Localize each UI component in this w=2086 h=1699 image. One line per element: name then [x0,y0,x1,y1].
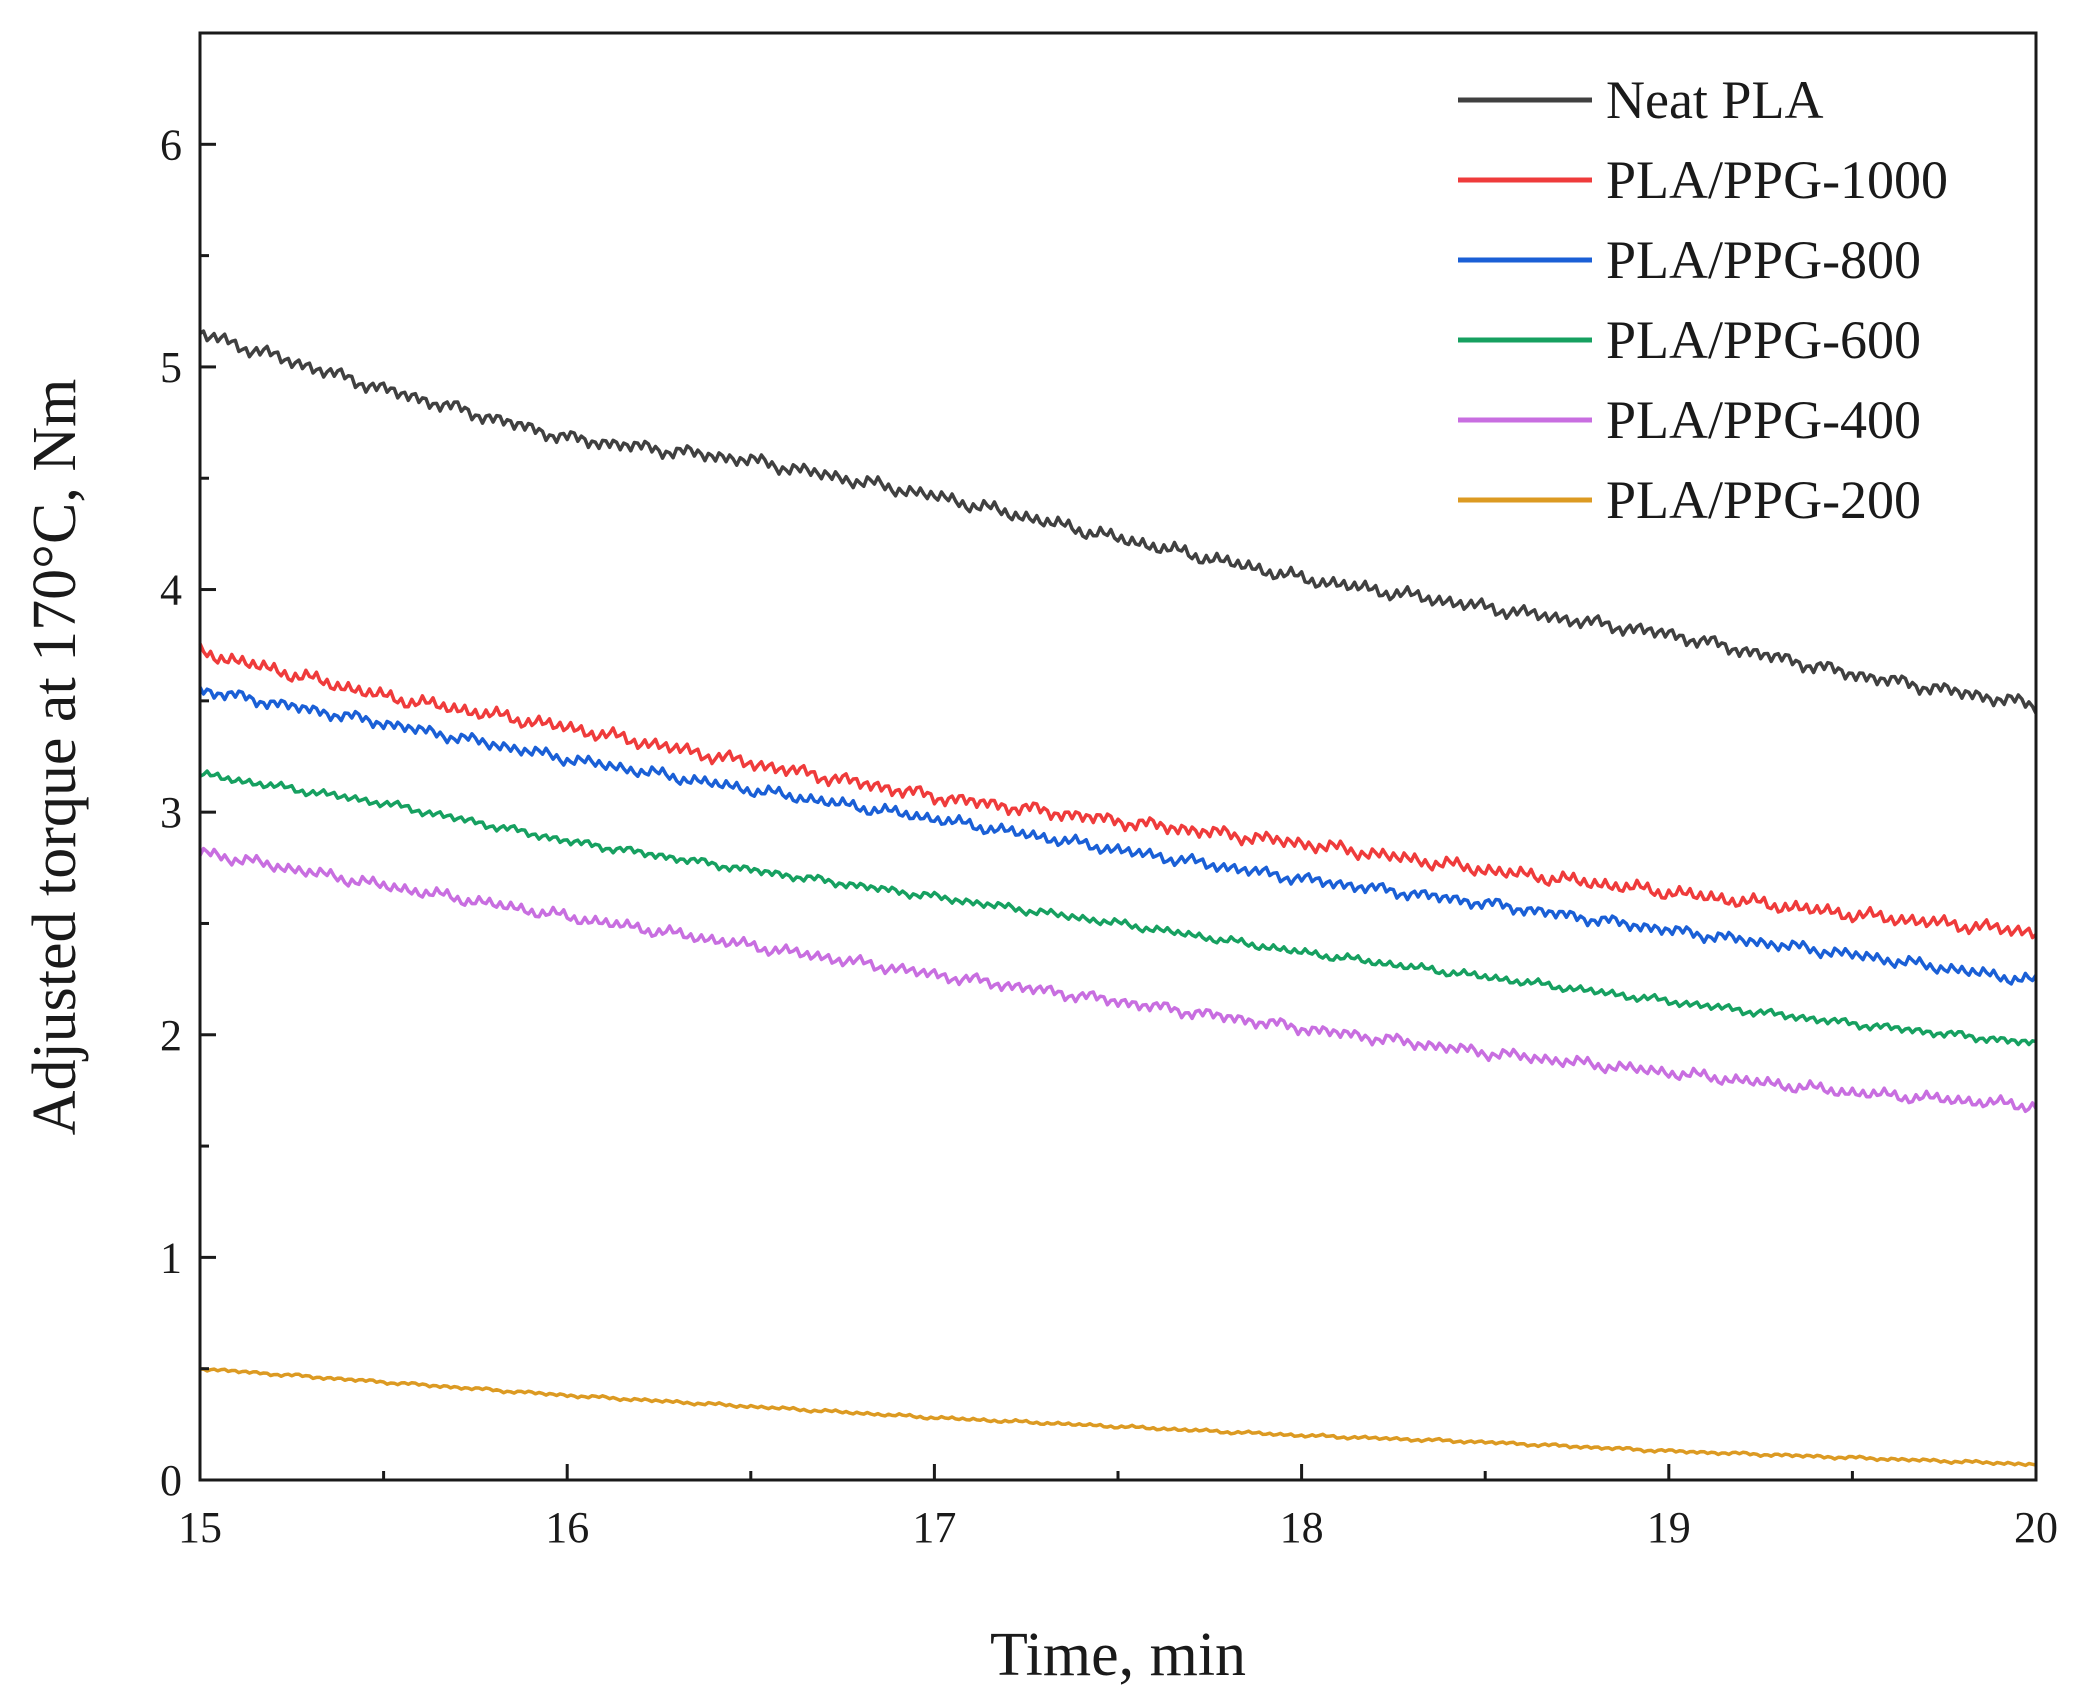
legend-label: PLA/PPG-1000 [1606,150,1948,210]
series-line-pla-ppg-200 [199,1367,2037,1468]
series-line-neat-pla [199,329,2038,715]
y-tick-label: 3 [160,788,182,837]
series-line-pla-ppg-1000 [198,642,2038,940]
series-layer [198,329,2038,1468]
series-line-pla-ppg-600 [199,769,2037,1047]
y-tick-label: 2 [160,1011,182,1060]
x-axis: 15 16 17 18 19 20 [178,1464,2058,1552]
legend-label: PLA/PPG-600 [1606,310,1921,370]
legend-label: Neat PLA [1606,70,1823,130]
x-tick-label: 15 [178,1503,222,1552]
x-tick-label: 19 [1647,1503,1691,1552]
series-line-pla-ppg-800 [198,686,2038,986]
x-axis-title: Time, min [990,1621,1246,1689]
y-axis: 0 1 2 3 4 5 6 [160,31,216,1505]
legend-label: PLA/PPG-200 [1606,470,1921,530]
x-tick-label: 20 [2014,1503,2058,1552]
legend-label: PLA/PPG-800 [1606,230,1921,290]
y-tick-label: 6 [160,120,182,169]
x-tick-label: 18 [1280,1503,1324,1552]
y-tick-label: 1 [160,1233,182,1282]
y-tick-label: 4 [160,566,182,615]
legend: Neat PLA PLA/PPG-1000 PLA/PPG-800 PLA/PPG-6… [1458,70,1948,530]
y-tick-label: 5 [160,343,182,392]
legend-label: PLA/PPG-400 [1606,390,1921,450]
y-tick-label: 0 [160,1456,182,1505]
x-tick-label: 17 [912,1503,956,1552]
x-tick-label: 16 [545,1503,589,1552]
series-line-pla-ppg-400 [198,846,2038,1114]
y-axis-title: Adjusted torque at 170°C, Nm [21,379,89,1136]
